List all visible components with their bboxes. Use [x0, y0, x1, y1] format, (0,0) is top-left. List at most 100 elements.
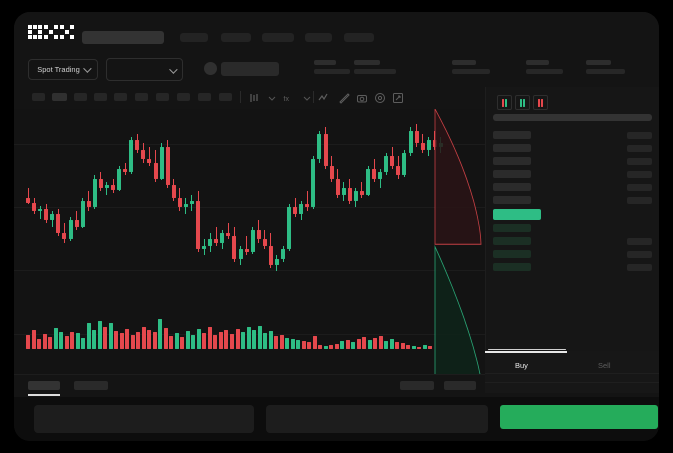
- orderbook-spread-row[interactable]: [493, 209, 541, 220]
- stat-label: [452, 60, 476, 65]
- timeframe-button[interactable]: [219, 93, 232, 101]
- submit-buy-button[interactable]: [500, 405, 658, 429]
- candle-body: [359, 191, 364, 195]
- candlestick: [159, 121, 164, 281]
- stat-value: [452, 69, 490, 74]
- orderbook-ask-row[interactable]: [493, 170, 531, 178]
- candle-body: [135, 140, 140, 150]
- candle-body: [38, 209, 43, 211]
- tab-sell[interactable]: Sell: [598, 361, 611, 370]
- price-chart-panel[interactable]: [14, 107, 485, 397]
- orderbook-ask-row[interactable]: [493, 183, 531, 191]
- volume-bar: [42, 334, 47, 349]
- orderbook-mode-asks[interactable]: [533, 95, 548, 110]
- fullscreen-icon[interactable]: [392, 91, 404, 103]
- candlestick: [299, 121, 304, 281]
- okx-logo[interactable]: [28, 25, 74, 39]
- orderbook-mode-bids[interactable]: [515, 95, 530, 110]
- orderbook-ask-amount: [627, 131, 652, 139]
- candle-body: [189, 201, 194, 205]
- chart-type-chevron-icon[interactable]: [266, 91, 278, 103]
- drawing-tools-icon[interactable]: [338, 91, 350, 104]
- candle-body: [353, 191, 358, 201]
- volume-bar: [290, 338, 295, 349]
- nav-item-5[interactable]: [344, 33, 374, 42]
- volume-bar: [296, 340, 301, 349]
- orderbook-bid-row[interactable]: [493, 224, 531, 232]
- candlestick: [123, 121, 128, 281]
- timeframe-button[interactable]: [94, 93, 107, 101]
- timeframe-button[interactable]: [32, 93, 45, 101]
- action-hide-other-pairs[interactable]: [400, 381, 434, 390]
- orderbook-bid-row[interactable]: [493, 250, 531, 258]
- search-input[interactable]: [82, 31, 164, 44]
- candle-body: [372, 169, 377, 179]
- orderbook-ask-amount: [627, 157, 652, 165]
- line-chart-icon[interactable]: [318, 91, 330, 103]
- footer-card-balance[interactable]: [34, 405, 254, 433]
- market-type-selector[interactable]: Spot Trading: [28, 59, 98, 80]
- volume-bar: [224, 329, 229, 349]
- volume-bar: [362, 337, 367, 349]
- nav-item-4[interactable]: [305, 33, 332, 42]
- timeframe-button[interactable]: [114, 93, 127, 101]
- volume-bar: [411, 346, 416, 349]
- candlestick: [366, 121, 371, 281]
- footer-card-positions[interactable]: [266, 405, 488, 433]
- stat-low-24h: [526, 60, 563, 74]
- orderbook-ask-row[interactable]: [493, 144, 531, 152]
- stat-volume-24h: [586, 60, 625, 74]
- volume-bar: [180, 337, 185, 349]
- candlestick-chart-icon[interactable]: [248, 91, 260, 103]
- nav-item-3[interactable]: [262, 33, 294, 42]
- volume-bar: [130, 334, 135, 349]
- chart-settings-icon[interactable]: [374, 91, 386, 103]
- timeframe-button[interactable]: [177, 93, 190, 101]
- indicators-chevron-icon[interactable]: [301, 91, 313, 103]
- volume-bar: [81, 337, 86, 349]
- timeframe-button[interactable]: [198, 93, 211, 101]
- nav-item-1[interactable]: [180, 33, 208, 42]
- timeframe-button[interactable]: [74, 93, 87, 101]
- tab-order-history[interactable]: [74, 381, 108, 390]
- timeframe-button[interactable]: [52, 93, 67, 101]
- candlestick: [317, 121, 322, 281]
- orderbook-ask-row[interactable]: [493, 157, 531, 165]
- orderbook-bid-row[interactable]: [493, 237, 531, 245]
- candle-body: [104, 185, 109, 189]
- orderbook-mode-both[interactable]: [497, 95, 512, 110]
- candle-body: [390, 156, 395, 166]
- timeframe-button[interactable]: [156, 93, 169, 101]
- volume-bar: [185, 331, 190, 349]
- snapshot-camera-icon[interactable]: [356, 91, 368, 103]
- order-book-scrollbar[interactable]: [488, 348, 566, 350]
- volume-bar: [31, 330, 36, 349]
- tab-open-orders[interactable]: [28, 381, 60, 390]
- candlestick: [244, 121, 249, 281]
- candlestick: [359, 121, 364, 281]
- depth-overlay-chart: [431, 107, 485, 397]
- nav-item-2[interactable]: [221, 33, 251, 42]
- timeframe-button[interactable]: [135, 93, 148, 101]
- trading-pair-select[interactable]: [106, 58, 183, 81]
- indicators-icon[interactable]: fx: [282, 91, 294, 103]
- volume-bar: [103, 327, 108, 349]
- volume-bar: [406, 344, 411, 349]
- candle-body: [159, 146, 164, 179]
- orderbook-ask-row[interactable]: [493, 196, 531, 204]
- pair-coin-avatar: [204, 62, 217, 75]
- candle-body: [238, 249, 243, 259]
- candlestick: [420, 121, 425, 281]
- tab-buy[interactable]: Buy: [515, 361, 528, 370]
- orderbook-bid-row[interactable]: [493, 263, 531, 271]
- footer-bar: [14, 397, 659, 441]
- action-cancel-all[interactable]: [444, 381, 476, 390]
- volume-bar: [274, 335, 279, 349]
- stat-label: [526, 60, 549, 65]
- candle-body: [305, 204, 310, 208]
- orderbook-ask-row[interactable]: [493, 131, 531, 139]
- volume-bar: [114, 331, 119, 349]
- order-book-panel[interactable]: [485, 87, 659, 351]
- candle-body: [92, 178, 97, 208]
